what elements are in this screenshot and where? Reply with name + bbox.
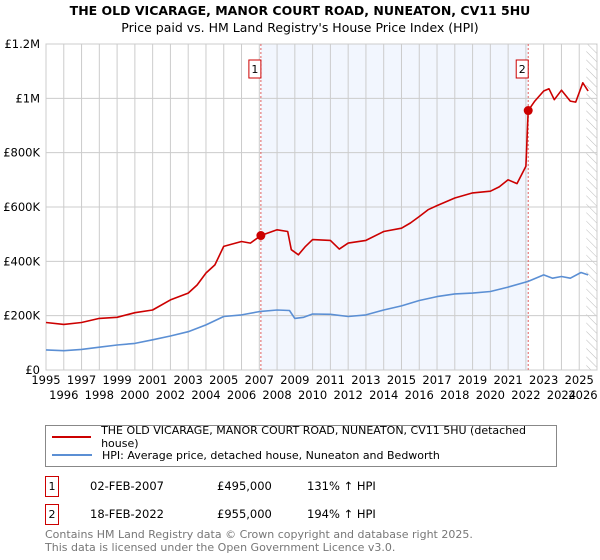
transaction-hpi: 131% ↑ HPI: [307, 479, 376, 493]
x-tick-label: 2019: [458, 373, 487, 387]
sale-point: [256, 231, 266, 241]
legend-label: THE OLD VICARAGE, MANOR COURT ROAD, NUNE…: [101, 424, 526, 450]
x-tick-label: 2016: [405, 388, 434, 402]
sale-label-box: [515, 59, 529, 79]
x-tick-label: 2000: [120, 388, 149, 402]
sale-label-box: [248, 59, 262, 79]
transaction-price: £955,000: [217, 507, 272, 521]
hpi-line: [45, 271, 589, 352]
x-tick-label: 2010: [298, 388, 327, 402]
x-tick-label: 2025: [565, 373, 594, 387]
legend-label: HPI: Average price, detached house, Nune…: [102, 448, 440, 462]
sale-label: 2: [519, 63, 526, 76]
x-tick-label: 2024: [547, 388, 576, 402]
x-tick-label: 2009: [280, 373, 309, 387]
x-tick-label: 2012: [334, 388, 363, 402]
footer-line-2: This data is licensed under the Open Gov…: [45, 541, 396, 554]
x-tick-label: 2008: [262, 388, 291, 402]
x-tick-label: 1997: [67, 373, 96, 387]
x-tick-label: 2004: [191, 388, 220, 402]
transaction-hpi: 194% ↑ HPI: [307, 507, 376, 521]
x-tick-label: 2017: [422, 373, 451, 387]
x-tick-label: 2001: [138, 373, 167, 387]
x-tick-label: 2026: [568, 388, 597, 402]
price-chart: 1995199619971998199920002001200220032004…: [3, 37, 598, 402]
x-tick-label: 2014: [369, 388, 398, 402]
x-tick-label: 2002: [156, 388, 185, 402]
x-tick-label: 1996: [49, 388, 78, 402]
sale-label: 1: [251, 63, 258, 76]
legend: THE OLD VICARAGE, MANOR COURT ROAD, NUNE…: [45, 424, 557, 467]
x-tick-label: 2022: [511, 388, 540, 402]
y-tick-label: £1M: [15, 91, 40, 105]
y-tick-label: £0: [25, 363, 40, 377]
transaction-badge: 1: [45, 476, 59, 497]
legend-swatch-red: [52, 436, 92, 438]
footer-line-1: Contains HM Land Registry data © Crown c…: [45, 528, 473, 541]
footer: Contains HM Land Registry data © Crown c…: [45, 528, 473, 554]
x-tick-label: 2007: [245, 373, 274, 387]
x-tick-label: 2006: [227, 388, 256, 402]
plot-border: [45, 43, 598, 371]
x-tick-label: 1998: [85, 388, 114, 402]
property-price-line: [45, 82, 589, 326]
x-tick-label: 2011: [316, 373, 345, 387]
y-tick-label: £800K: [3, 146, 40, 160]
y-tick-label: £200K: [3, 309, 40, 323]
transaction-date: 18-FEB-2022: [90, 507, 164, 521]
y-tick-label: £1.2M: [4, 37, 40, 51]
x-tick-label: 2003: [174, 373, 203, 387]
transaction-badge: 2: [45, 504, 59, 525]
x-tick-label: 2023: [529, 373, 558, 387]
y-tick-label: £400K: [3, 254, 40, 268]
x-tick-label: 2013: [351, 373, 380, 387]
x-tick-label: 1995: [31, 373, 60, 387]
x-tick-label: 1999: [102, 373, 131, 387]
x-tick-label: 2020: [476, 388, 505, 402]
legend-item-hpi: HPI: Average price, detached house, Nune…: [52, 447, 440, 463]
x-tick-label: 2021: [493, 373, 522, 387]
y-tick-label: £600K: [3, 200, 40, 214]
x-tick-label: 2015: [387, 373, 416, 387]
legend-swatch-blue: [52, 454, 92, 456]
legend-item-property: THE OLD VICARAGE, MANOR COURT ROAD, NUNE…: [52, 424, 556, 450]
x-tick-label: 2018: [440, 388, 469, 402]
transaction-date: 02-FEB-2007: [90, 479, 164, 493]
transaction-price: £495,000: [217, 479, 272, 493]
x-tick-label: 2005: [209, 373, 238, 387]
chart-subtitle: Price paid vs. HM Land Registry's House …: [121, 20, 479, 35]
chart-title: THE OLD VICARAGE, MANOR COURT ROAD, NUNE…: [69, 3, 531, 18]
sale-point: [523, 106, 533, 116]
